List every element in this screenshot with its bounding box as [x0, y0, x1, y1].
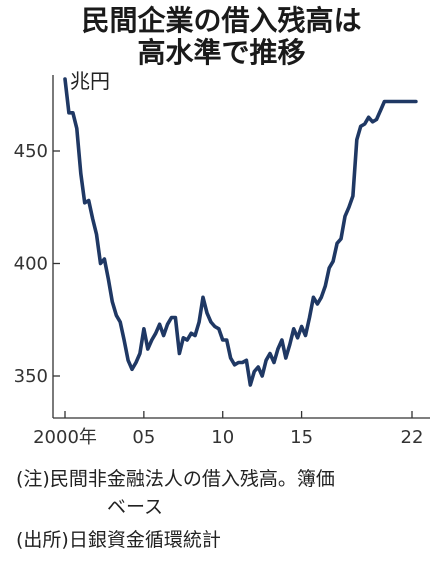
y-axis-unit-label: 兆円 [70, 69, 110, 93]
source-text: (出所)日銀資金循環統計 [16, 529, 221, 551]
x-tick-label: 05 [132, 427, 155, 448]
x-tick-label: 22 [401, 427, 424, 448]
x-tick-label: 2000年 [33, 427, 97, 448]
chart-ticks: 350 400 450 2000年 05 10 15 22 [14, 141, 424, 448]
line-chart: 350 400 450 2000年 05 10 15 22 兆円 [14, 69, 430, 448]
series-line [63, 77, 418, 387]
chart-title-line2: 高水準で推移 [137, 36, 306, 69]
x-tick-label: 10 [211, 427, 234, 448]
y-tick-label: 400 [14, 254, 48, 275]
chart-axes [52, 75, 430, 419]
note-text-continued: ベース [107, 496, 164, 518]
note-text: (注)民間非金融法人の借入残高。簿価 [16, 468, 335, 490]
chart-series [63, 77, 418, 387]
chart-title-line1: 民間企業の借入残高は [81, 4, 362, 37]
y-tick-label: 450 [14, 141, 48, 162]
x-tick-label: 15 [290, 427, 313, 448]
y-tick-label: 350 [14, 366, 48, 387]
